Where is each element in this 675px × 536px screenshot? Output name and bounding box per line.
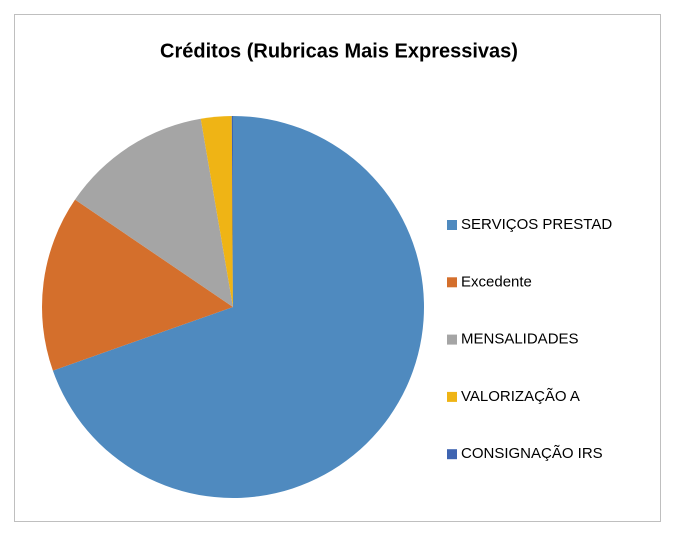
- legend-swatch: [447, 449, 457, 460]
- legend-label: VALORIZAÇÃO A: [461, 388, 580, 405]
- pie-slice: [41, 199, 233, 371]
- legend-label: MENSALIDADES: [461, 331, 579, 348]
- legend-swatch: [447, 220, 457, 230]
- legend-swatch: [447, 391, 457, 402]
- legend-swatch: [447, 277, 457, 288]
- pie-slice: [200, 116, 233, 307]
- pie-slice: [52, 116, 425, 498]
- chart-title: Créditos (Rubricas Mais Expressivas): [160, 40, 518, 62]
- legend-label: Excedente: [461, 273, 532, 290]
- legend-label: SERVIÇOS PRESTAD: [461, 216, 612, 233]
- pie-slice: [231, 116, 233, 307]
- pie-slice: [75, 118, 233, 307]
- legend-swatch: [447, 334, 457, 345]
- legend-label: CONSIGNAÇÃO IRS: [461, 445, 603, 462]
